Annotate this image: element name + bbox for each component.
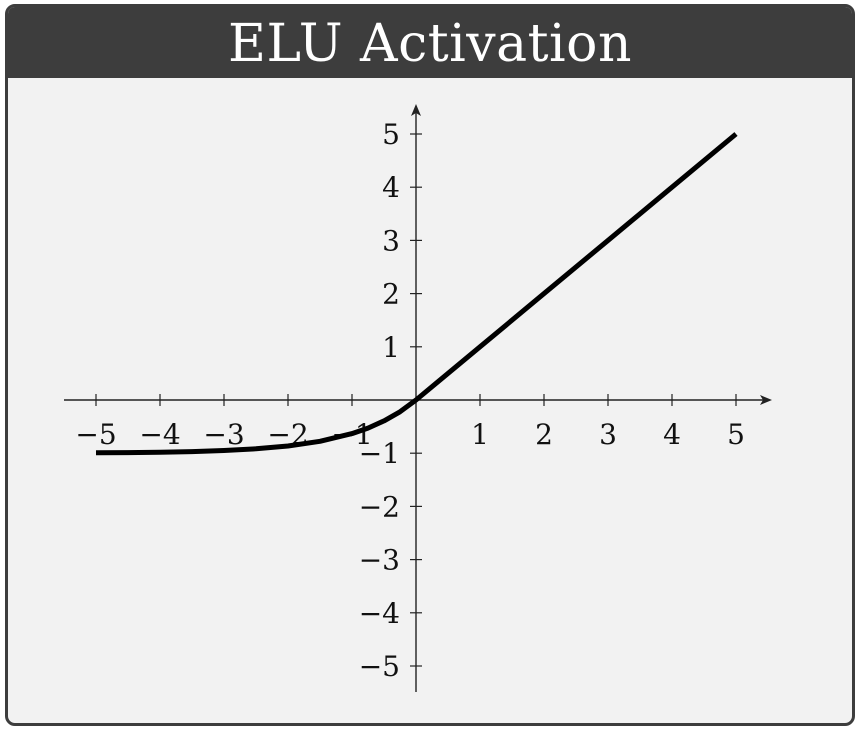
y-tick-label: −1 (359, 437, 400, 470)
y-tick-label: 4 (382, 171, 400, 204)
x-tick-label: 1 (471, 418, 489, 451)
x-tick-label: 2 (535, 418, 553, 451)
series-group (95, 132, 738, 456)
y-tick-label: 1 (382, 331, 400, 364)
series-line (95, 132, 738, 456)
x-tick-label: 4 (663, 418, 681, 451)
y-tick-label: −4 (359, 597, 400, 630)
x-tick-label: −5 (75, 418, 116, 451)
y-tick-label: 5 (382, 118, 400, 151)
tick-marks (95, 133, 737, 667)
y-tick-label: −3 (359, 544, 400, 577)
x-tick-label: 5 (727, 418, 745, 451)
card-header: ELU Activation (8, 7, 852, 78)
x-tick-label: −3 (203, 418, 244, 451)
y-tick-label: 2 (382, 278, 400, 311)
y-tick-label: −2 (359, 490, 400, 523)
y-tick-label: 3 (382, 224, 400, 257)
x-tick-label: −4 (139, 418, 180, 451)
y-axis-arrow-icon (411, 104, 421, 116)
chart-card: ELU Activation (5, 4, 855, 726)
chart-title: ELU Activation (228, 13, 632, 74)
x-tick-label: 3 (599, 418, 617, 451)
x-axis-arrow-icon (760, 395, 772, 405)
y-tick-label: −5 (359, 650, 400, 683)
